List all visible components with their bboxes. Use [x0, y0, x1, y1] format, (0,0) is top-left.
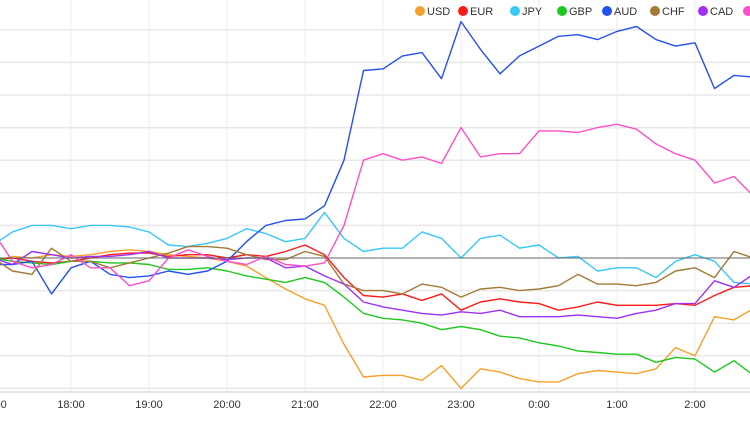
legend-item-usd[interactable]: USD [415, 6, 450, 18]
legend-dot-icon [602, 6, 612, 16]
series-line-usd [0, 249, 750, 390]
x-tick-label: 22:00 [369, 399, 397, 411]
legend-label: USD [427, 6, 450, 18]
legend-label: GBP [569, 6, 592, 18]
legend-dot-icon [743, 6, 750, 16]
legend-label: AUD [614, 6, 637, 18]
legend-label: JPY [522, 6, 543, 18]
legend-item-chf[interactable]: CHF [650, 6, 685, 18]
x-tick-label: 19:00 [135, 399, 163, 411]
x-tick-label: 1:00 [606, 399, 627, 411]
x-tick-label: 17:00 [0, 399, 7, 411]
legend-dot-icon [650, 6, 660, 16]
series-line-jpy [0, 211, 750, 285]
legend-label: CHF [662, 6, 685, 18]
legend-label: CAD [710, 6, 733, 18]
series-line-nzd [0, 123, 750, 287]
grid [0, 0, 750, 393]
x-axis: 17:00 18:00 19:00 20:00 21:00 22:00 23:00 0:00 1… [0, 399, 706, 411]
legend-label: EUR [470, 6, 493, 18]
series-lines [0, 20, 750, 390]
x-tick-label: 0:00 [528, 399, 549, 411]
x-tick-label: 18:00 [57, 399, 85, 411]
series-line-eur [0, 244, 750, 311]
legend-item-nzd[interactable]: NZD [743, 6, 750, 18]
legend-item-eur[interactable]: EUR [458, 6, 493, 18]
legend-item-aud[interactable]: AUD [602, 6, 637, 18]
legend-dot-icon [557, 6, 567, 16]
x-tick-label: 20:00 [213, 399, 241, 411]
legend-item-jpy[interactable]: JPY [510, 6, 543, 18]
legend-dot-icon [415, 6, 425, 16]
x-tick-label: 2:00 [684, 399, 705, 411]
x-tick-label: 23:00 [447, 399, 475, 411]
legend-dot-icon [698, 6, 708, 16]
legend-dot-icon [458, 6, 468, 16]
legend-item-cad[interactable]: CAD [698, 6, 733, 18]
legend-item-gbp[interactable]: GBP [557, 6, 592, 18]
series-line-chf [0, 245, 750, 298]
legend-dot-icon [510, 6, 520, 16]
series-line-cad [0, 250, 750, 319]
series-line-gbp [0, 258, 750, 374]
legend: USD EUR JPY GBP AUD CHF CAD NZD [415, 6, 750, 18]
x-tick-label: 21:00 [291, 399, 319, 411]
